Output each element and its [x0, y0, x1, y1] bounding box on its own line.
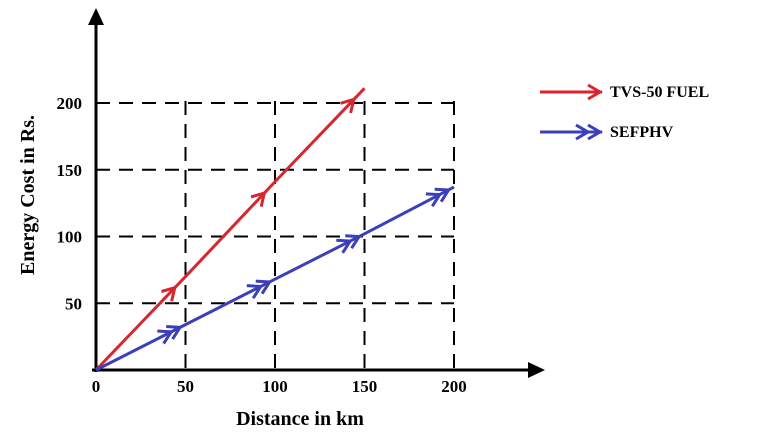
series-tvs-50-fuel	[94, 87, 366, 372]
x-tick-labels: 0 50 100 150 200	[92, 377, 467, 396]
y-tick-label-50: 50	[65, 294, 82, 313]
series-sefphv	[95, 185, 455, 372]
series-marker-sefphv	[425, 192, 443, 208]
y-axis-title: Energy Cost in Rs.	[17, 115, 39, 275]
series-marker-sefphv	[166, 325, 183, 340]
series-marker-sefphv	[336, 238, 353, 254]
series-marker-sefphv	[434, 187, 452, 203]
x-axis-arrowhead	[528, 362, 545, 378]
legend-marker-sefphv	[587, 123, 603, 141]
series-line-tvs-50-fuel	[94, 87, 366, 372]
series-marker-tvs-50-fuel	[340, 97, 356, 114]
axes	[88, 8, 545, 378]
grid-lines	[96, 101, 455, 370]
y-tick-label-100: 100	[57, 228, 83, 247]
y-axis-arrowhead	[88, 8, 104, 25]
legend: TVS-50 FUEL SEFPHV	[540, 83, 709, 141]
y-tick-labels: 50 100 150 200	[57, 94, 83, 313]
legend-label-tvs-50-fuel: TVS-50 FUEL	[610, 84, 709, 101]
legend-label-sefphv: SEFPHV	[610, 124, 674, 141]
x-tick-label-50: 50	[177, 377, 194, 396]
series-marker-tvs-50-fuel	[161, 285, 177, 302]
y-tick-label-150: 150	[57, 161, 83, 180]
x-tick-label-200: 200	[441, 377, 467, 396]
x-tick-label-0: 0	[92, 377, 101, 396]
series-marker-sefphv	[157, 329, 174, 345]
x-tick-label-100: 100	[262, 377, 288, 396]
series-marker-sefphv	[255, 279, 273, 295]
series-marker-tvs-50-fuel	[250, 190, 267, 207]
series-marker-sefphv	[246, 284, 264, 299]
y-tick-label-200: 200	[57, 94, 83, 113]
series-marker-sefphv	[345, 234, 362, 250]
legend-marker-sefphv	[575, 123, 591, 141]
legend-marker-tvs-50-fuel	[587, 83, 603, 101]
series-lines	[94, 87, 455, 372]
series-line-sefphv	[95, 185, 455, 372]
x-axis-title: Distance in km	[236, 408, 364, 430]
x-tick-label-150: 150	[352, 377, 378, 396]
